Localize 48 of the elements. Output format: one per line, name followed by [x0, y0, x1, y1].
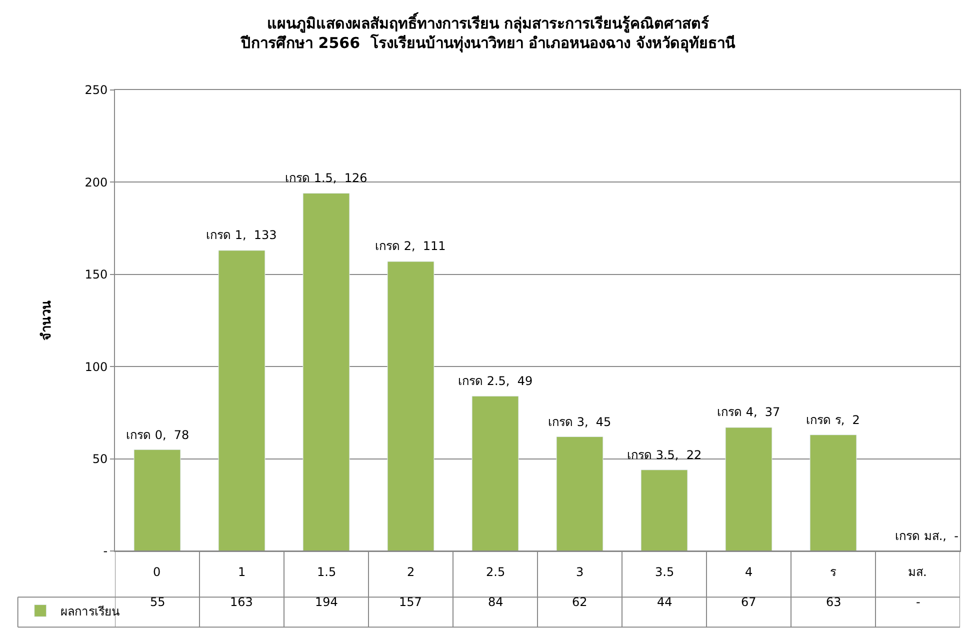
bar — [725, 427, 772, 551]
x-tick-label: 3 — [576, 565, 584, 579]
annotation: เกรด 1.5, 126 — [285, 171, 368, 185]
bar — [302, 193, 350, 551]
data-label: 55 — [150, 595, 166, 609]
x-tick-label: 1.5 — [317, 565, 336, 579]
annotation: เกรด 3.5, 22 — [627, 448, 702, 462]
annotation: เกรด 0, 78 — [126, 428, 190, 442]
data-label: 157 — [399, 595, 422, 609]
data-label: 67 — [741, 595, 756, 609]
x-tick-label: 4 — [745, 565, 753, 579]
data-label: 194 — [315, 595, 338, 609]
x-tick-label: มส. — [908, 565, 927, 579]
y-axis-title: จำนวน — [38, 300, 55, 340]
legend-label: ผลการเรียน — [60, 604, 120, 618]
y-tick-label: 200 — [84, 175, 108, 190]
bar — [218, 250, 266, 551]
annotation: เกรด 2.5, 49 — [458, 374, 533, 388]
y-tick-label: 250 — [84, 83, 108, 98]
data-label: 63 — [826, 595, 842, 609]
data-label: 163 — [230, 595, 253, 609]
bar — [387, 261, 434, 551]
annotation: เกรด 3, 45 — [548, 415, 612, 429]
data-label: 84 — [488, 595, 504, 609]
annotation: เกรด 2, 111 — [375, 239, 446, 253]
x-tick-label: 1 — [238, 565, 246, 579]
annotation: เกรด 1, 133 — [206, 228, 277, 242]
y-tick-label: 150 — [84, 268, 108, 282]
bar — [556, 436, 604, 551]
text: - — [916, 595, 920, 609]
x-tick-label: 3.5 — [655, 565, 674, 579]
annotation: เกรด มส., - — [895, 529, 958, 543]
y-tick-label: - — [103, 544, 108, 558]
x-tick-label: 2.5 — [486, 565, 506, 579]
x-tick-label: ร — [830, 565, 837, 579]
annotation: เกรด ร, 2 — [806, 413, 860, 427]
x-tick-label: 0 — [153, 565, 161, 579]
y-tick-label: 50 — [92, 452, 108, 466]
x-tick-label: 2 — [407, 565, 415, 579]
annotation: เกรด 4, 37 — [717, 405, 780, 419]
bar — [810, 434, 857, 551]
bar — [134, 449, 181, 551]
y-tick-label: 100 — [84, 360, 108, 374]
chart-title: แผนภูมิแสดงผลสัมฤทธิ์ทางการเรียน กลุ่มสาระการเรียนรู้คณิตศาสตร์ ปีการศึกษา 2566 โรงเรียนบ้านทุ่งนาวิทยา อำเภอหนองฉาง จังหวัดอุทัยธานี — [240, 12, 736, 54]
data-label: 44 — [657, 595, 672, 609]
bar — [640, 470, 688, 551]
bar — [472, 396, 519, 551]
data-label: 62 — [572, 595, 588, 609]
